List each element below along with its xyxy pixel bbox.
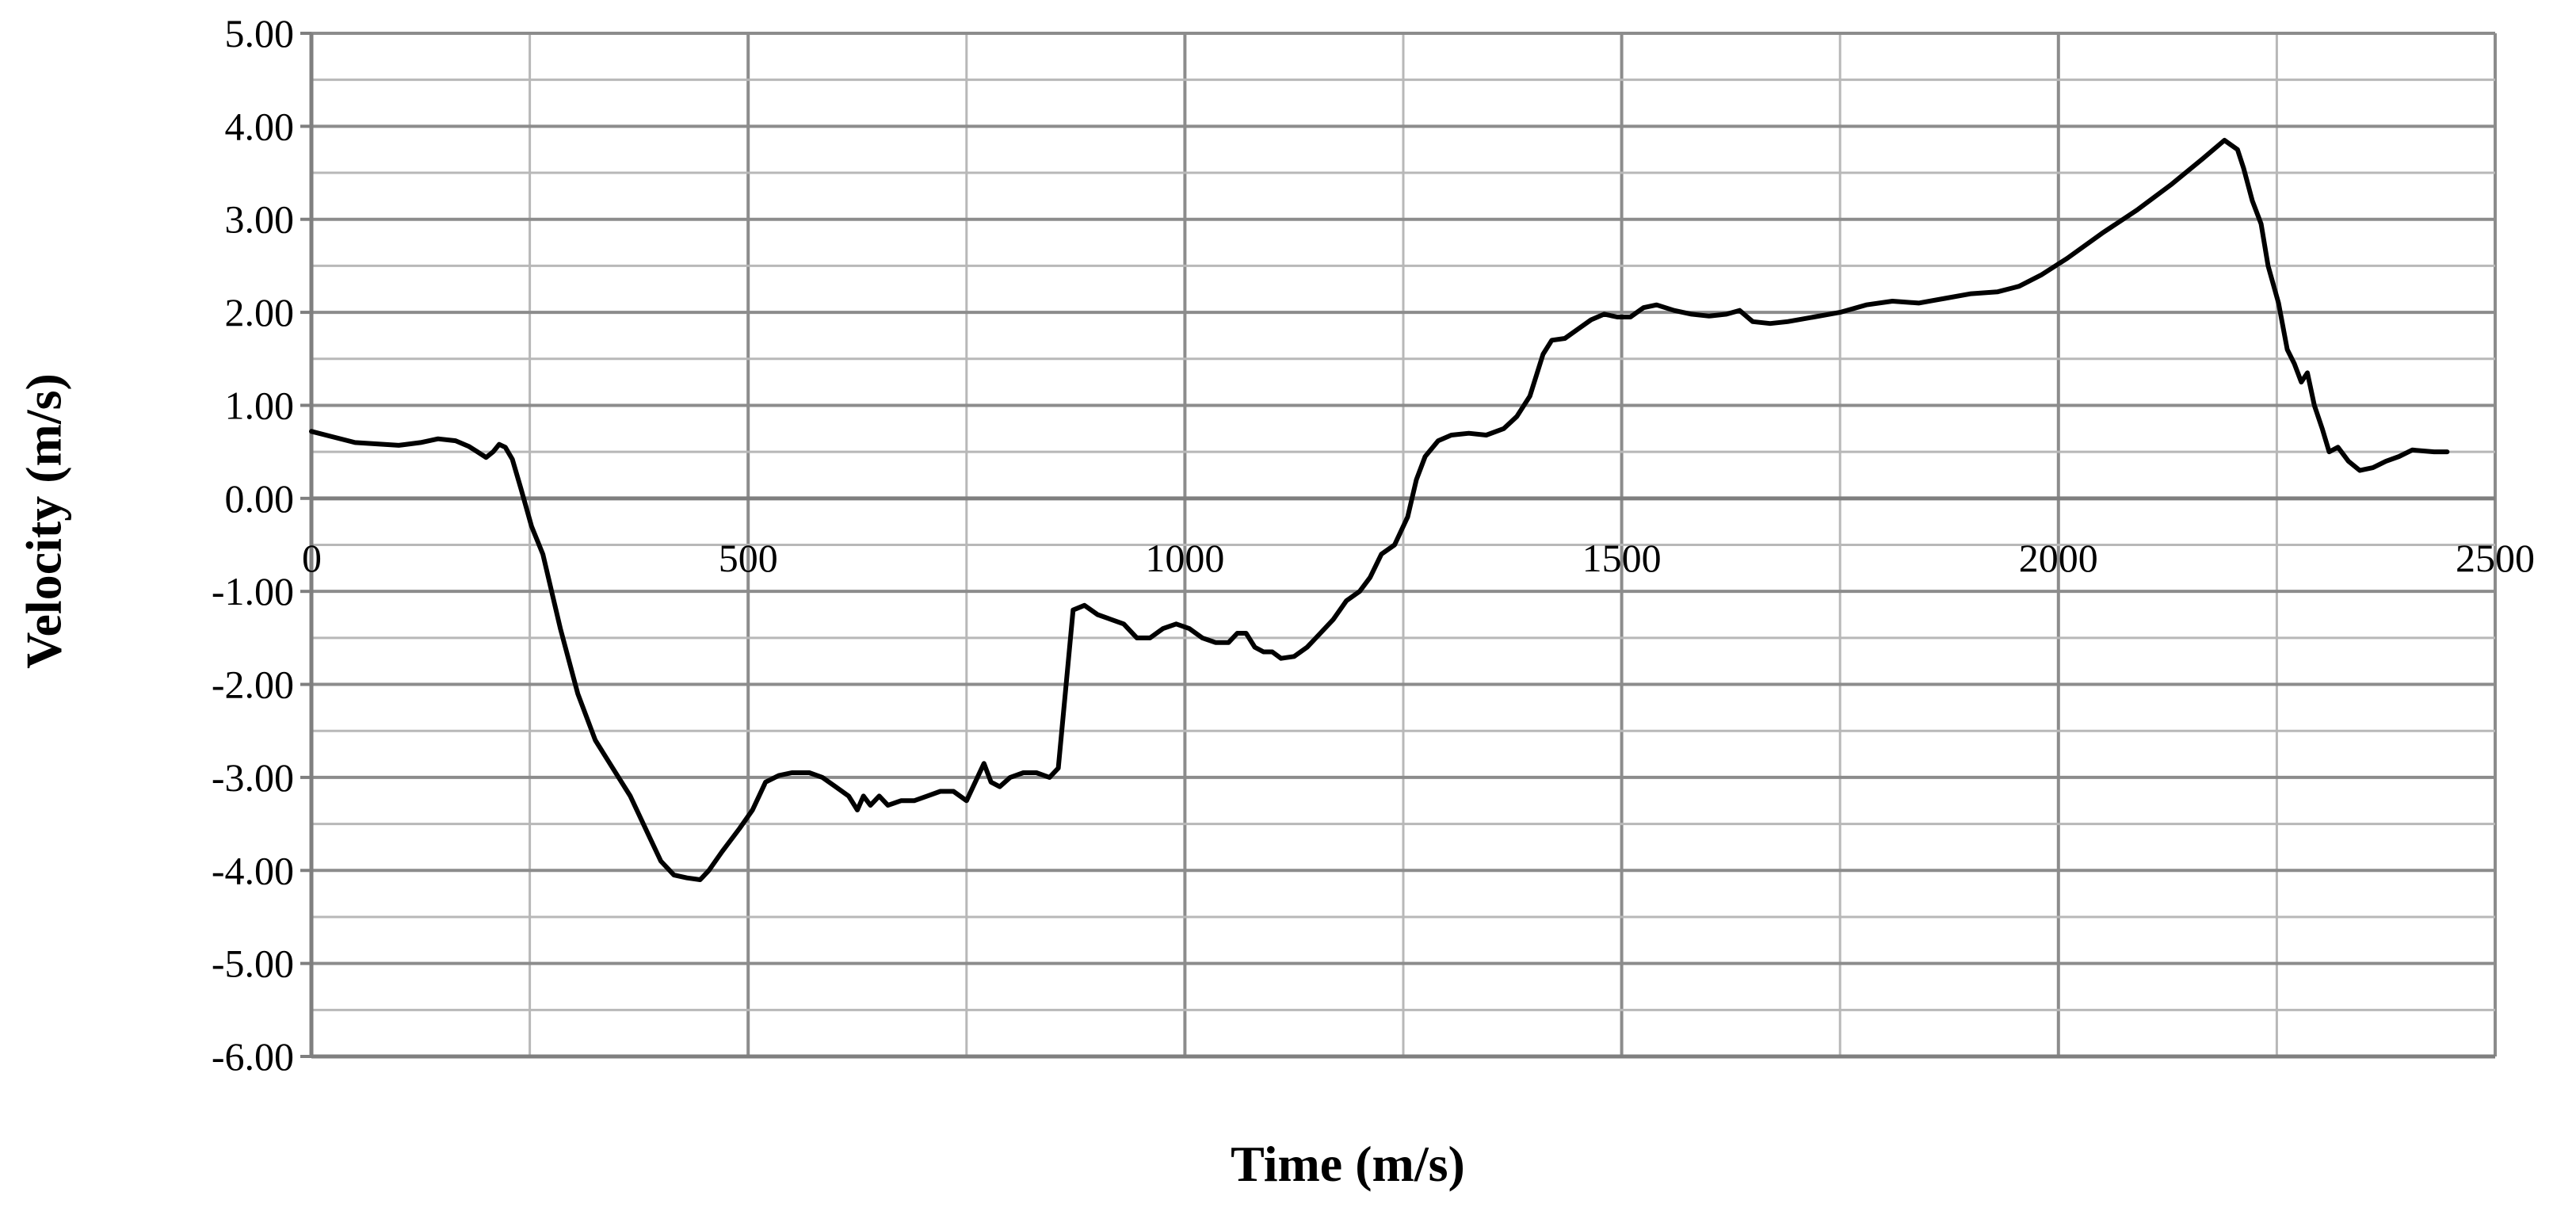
x-axis-title: Time (m/s) <box>1231 1136 1465 1192</box>
y-axis-title: Velocity (m/s) <box>16 373 72 669</box>
y-tick-label: -1.00 <box>212 569 294 613</box>
x-tick-label: 2500 <box>2456 536 2535 580</box>
y-tick-label: 2.00 <box>225 290 295 334</box>
y-axis-tick-labels: 5.00 4.00 3.00 2.00 1.00 0.00 -1.00 -2.00 -3.00 -… <box>212 11 294 1079</box>
y-tick-label: -3.00 <box>212 755 294 800</box>
y-tick-label: -4.00 <box>212 848 294 892</box>
x-tick-label: 500 <box>719 536 778 580</box>
y-tick-label: 1.00 <box>225 383 295 427</box>
y-tick-label: 5.00 <box>225 11 295 55</box>
y-tick-label: -5.00 <box>212 942 294 986</box>
y-tick-label: 0.00 <box>225 476 295 521</box>
y-tick-label: -6.00 <box>212 1034 294 1079</box>
plot-frame <box>300 32 2495 1059</box>
y-tick-label: -2.00 <box>212 663 294 707</box>
x-tick-label: 0 <box>302 536 322 580</box>
x-tick-label: 1000 <box>1145 536 1224 580</box>
x-tick-label: 2000 <box>2019 536 2098 580</box>
y-tick-label: 3.00 <box>225 197 295 242</box>
series-line <box>309 138 2450 882</box>
x-tick-label: 1500 <box>1582 536 1662 580</box>
x-axis-tick-labels: 0 500 1000 1500 2000 2500 <box>302 536 2535 580</box>
y-tick-label: 4.00 <box>225 104 295 148</box>
